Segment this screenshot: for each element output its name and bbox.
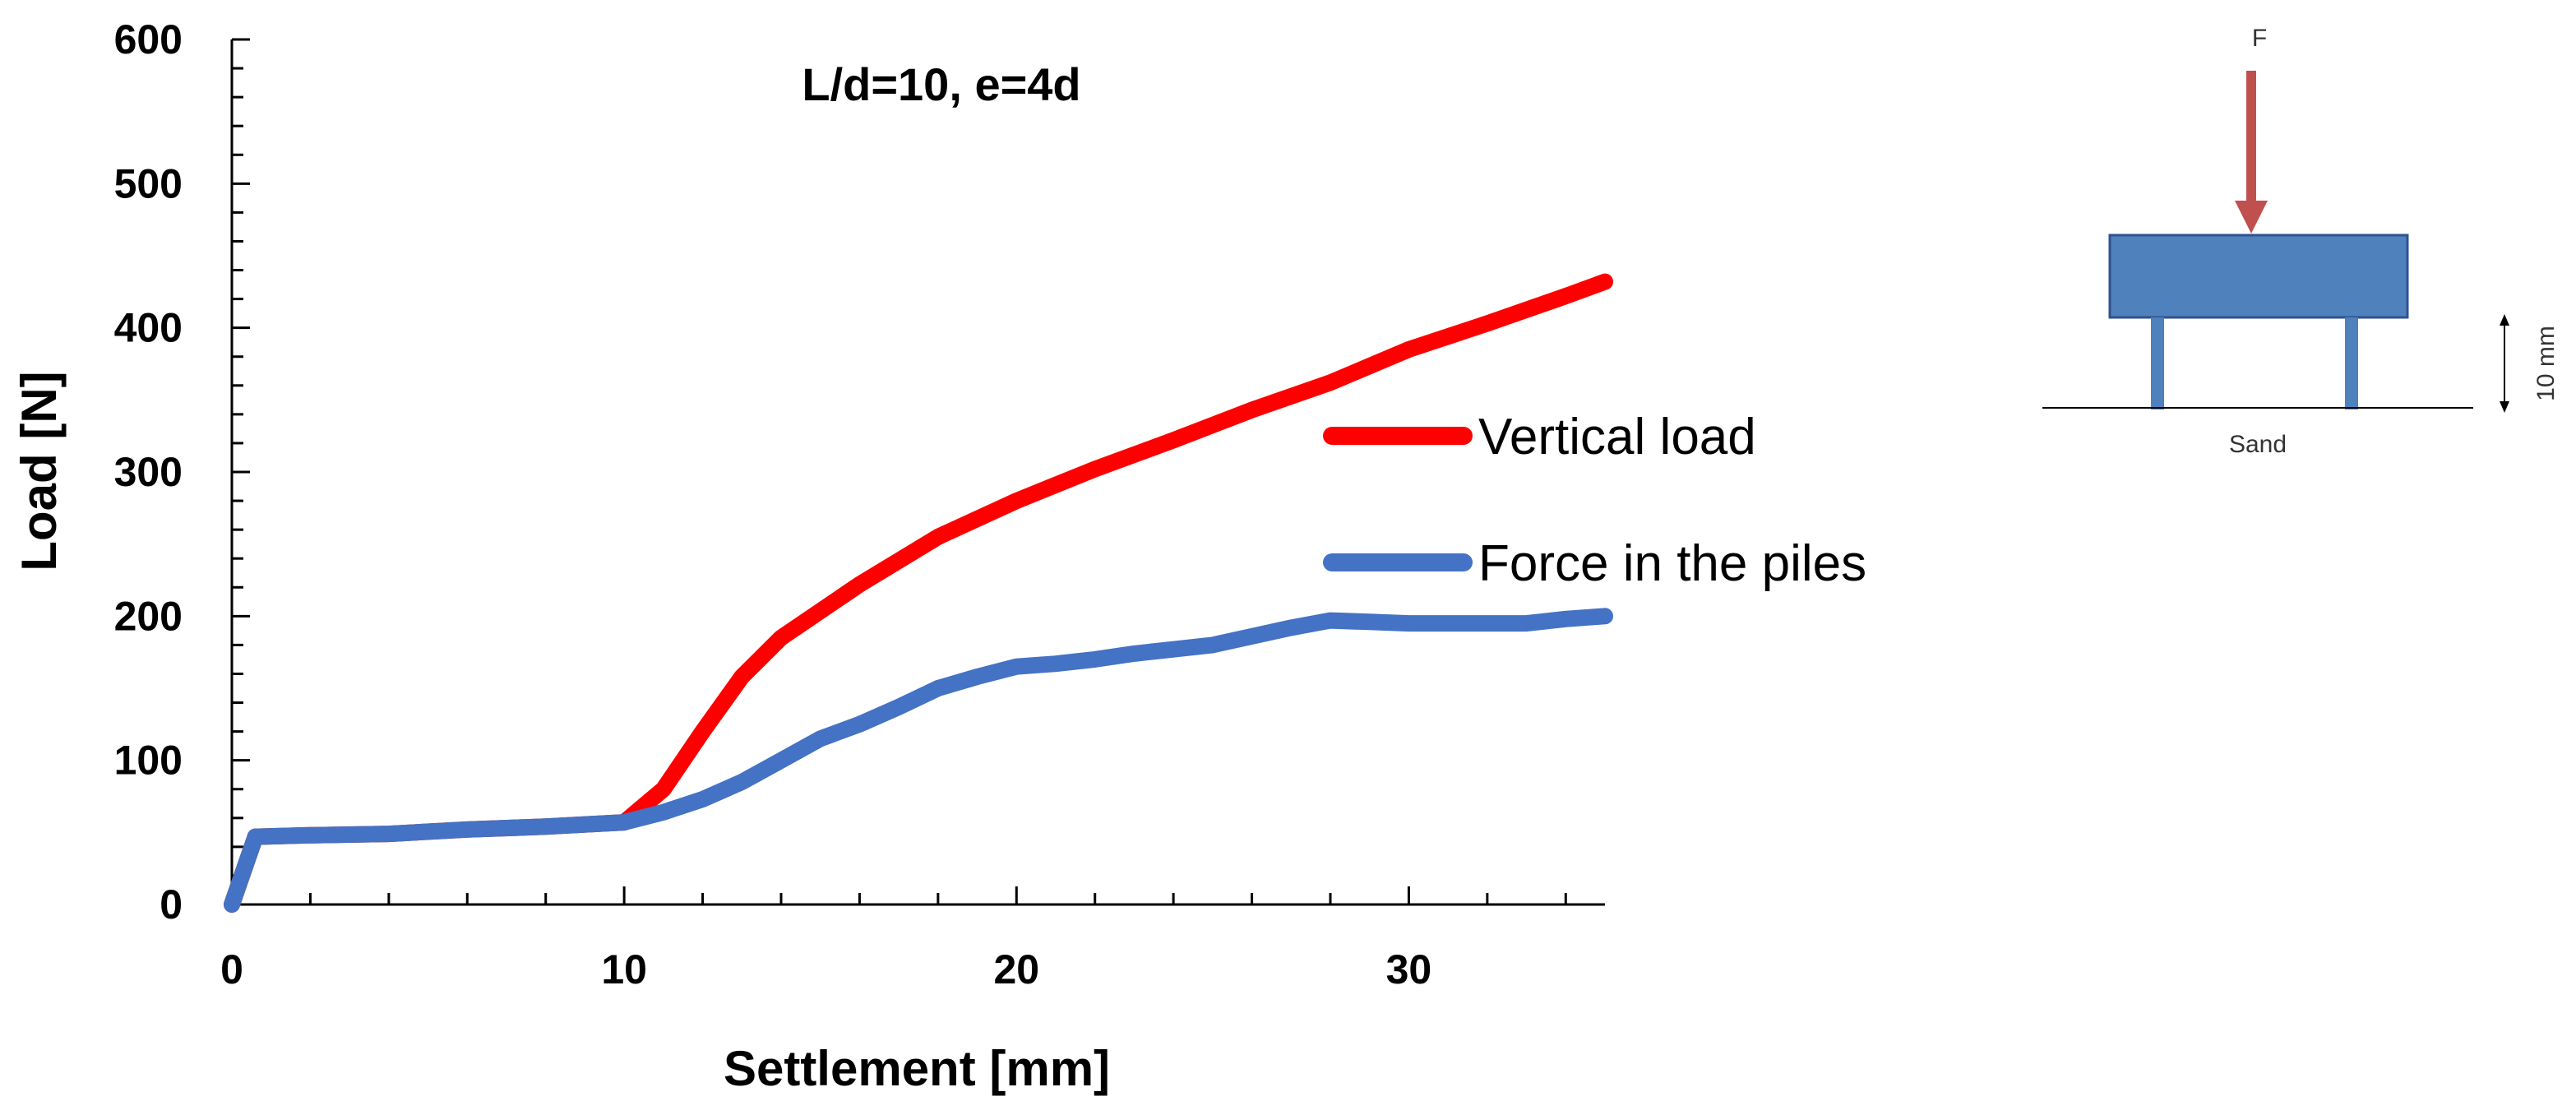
legend-label-vertical-load: Vertical load [1478, 409, 1756, 465]
force-arrow-shaft [2246, 71, 2256, 202]
y-tick-label: 600 [114, 16, 183, 62]
plot-area: 0 10 20 30 0 100 200 300 400 500 600 [114, 16, 1613, 992]
y-tick-label: 100 [114, 738, 183, 784]
force-label: F [2252, 25, 2267, 52]
y-ticks: 0 100 200 300 400 500 600 [114, 16, 250, 928]
series-line-force-in-the-piles [224, 608, 1613, 913]
y-tick-label: 400 [114, 305, 183, 351]
ground-label: Sand [2229, 431, 2287, 458]
series-layer [224, 273, 1613, 913]
chart-title: L/d=10, e=4d [802, 58, 1080, 110]
pile-cap [2108, 234, 2409, 319]
x-ticks: 0 10 20 30 [220, 886, 1567, 992]
pile-left [2151, 317, 2164, 409]
dimension-label: 10 mm [2532, 326, 2560, 401]
x-tick-label: 20 [993, 946, 1039, 992]
pile-right [2345, 317, 2358, 409]
y-tick-label: 200 [114, 593, 183, 639]
legend: Vertical load Force in the piles [1323, 409, 1866, 592]
y-axis-title: Load [N] [12, 371, 67, 571]
y-tick-label: 0 [160, 881, 183, 928]
y-tick-label: 500 [114, 160, 183, 206]
x-tick-label: 10 [601, 946, 647, 992]
series-line-vertical-load [224, 273, 1613, 913]
x-tick-label: 30 [1386, 946, 1432, 992]
force-arrow-icon [2235, 201, 2268, 234]
dimension-arrow-down-icon [2500, 401, 2509, 413]
x-tick-label: 0 [220, 946, 243, 992]
y-tick-label: 300 [114, 449, 183, 495]
dimension-arrow-up-icon [2500, 314, 2509, 326]
legend-label-force-in-the-piles: Force in the piles [1478, 535, 1866, 592]
pile-raft-diagram: F Sand 10 mm [2042, 25, 2560, 458]
x-axis-title: Settlement [mm] [724, 1041, 1110, 1096]
